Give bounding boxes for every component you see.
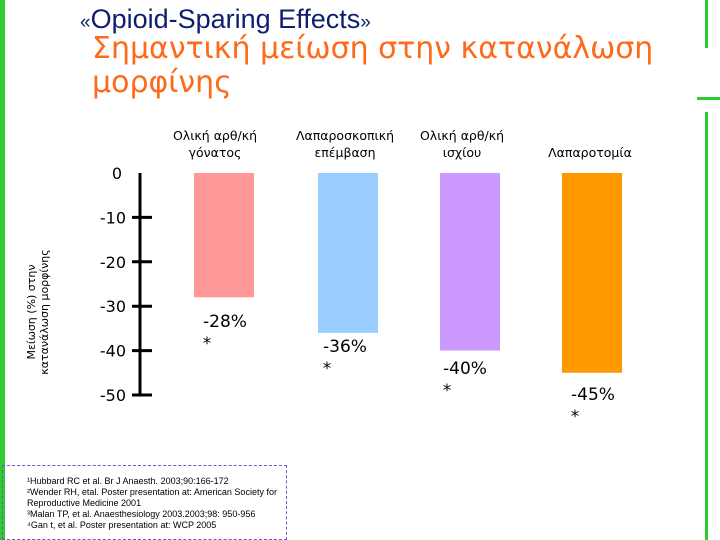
title-english: «Opioid-Sparing Effects» [80, 4, 371, 35]
category-label: ισχίου [443, 145, 481, 160]
category-label: Λαπαροσκοπική [296, 128, 394, 143]
data-label: -36% [323, 337, 367, 357]
y-tick-label: -30 [100, 297, 126, 316]
title-close-quote: » [360, 12, 371, 33]
title-greek-line-1: Σημαντική μείωση στην κατανάλωση [92, 31, 654, 66]
significance-star: * [203, 334, 212, 354]
y-tick-label: 0 [112, 164, 122, 183]
data-label: -45% [571, 385, 615, 405]
significance-star: * [571, 407, 580, 427]
title-greek: Σημαντική μείωση στην κατανάλωση μορφίνη… [92, 32, 653, 100]
significance-star: * [323, 359, 332, 379]
category-label: επέμβαση [314, 145, 375, 160]
accent-bar-top [705, 0, 708, 48]
category-label: Ολική αρθ/κή [173, 128, 257, 143]
category-label: Ολική αρθ/κή [420, 128, 504, 143]
y-tick-label: -40 [100, 342, 126, 361]
category-label: γόνατος [189, 145, 242, 160]
bar-2 [318, 173, 378, 333]
title-english-text: Opioid-Sparing Effects [90, 4, 361, 34]
accent-bar-bottom [705, 112, 708, 540]
left-accent-bar [0, 0, 5, 540]
footnote-2: ²Wender RH, etal. Poster presentation at… [27, 487, 277, 508]
footnote-3: ³Malan TP, et al. Anaesthesiology 2003.2… [27, 509, 256, 519]
bar-3 [440, 173, 500, 351]
data-label: -28% [203, 312, 247, 332]
title-greek-line-2: μορφίνης [92, 65, 232, 100]
y-tick-label: -20 [100, 253, 126, 272]
footnote-4: ⁴Gan t, et al. Poster presentation at: W… [27, 520, 217, 530]
data-label: -40% [443, 359, 487, 379]
footnote-1: ¹Hubbard RC et al. Br J Anaesth. 2003;90… [27, 476, 229, 486]
accent-tick-right [697, 97, 720, 100]
footnotes-box: ¹Hubbard RC et al. Br J Anaesth. 2003;90… [2, 465, 287, 540]
category-label: Λαπαροτομία [548, 145, 632, 160]
significance-star: * [443, 381, 452, 401]
title-open-quote: « [80, 12, 91, 33]
bar-4 [562, 173, 622, 373]
bar-1 [194, 173, 254, 298]
y-tick-label: -50 [100, 386, 126, 405]
y-tick-label: -10 [100, 208, 126, 227]
